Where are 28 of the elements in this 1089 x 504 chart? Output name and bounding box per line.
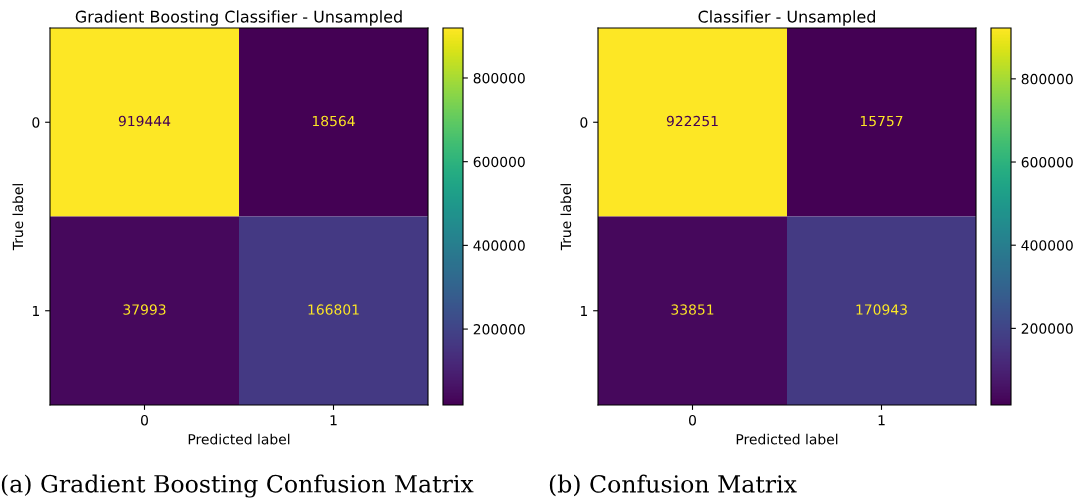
color-bar-label: 200000 (1021, 323, 1073, 334)
x-axis-title: Predicted label (736, 433, 838, 445)
text: (a) Gradient Boosting Confusion Matrix (1, 474, 474, 498)
data-label: 18564 (312, 115, 355, 127)
color-bar-label: 800000 (473, 72, 525, 84)
x-tick-label: 0 (689, 414, 696, 426)
text: (b) Confusion Matrix (549, 474, 797, 497)
color-bar-label: 600000 (473, 156, 525, 168)
data-label: 919444 (118, 115, 171, 127)
color-bar-label: 200000 (473, 324, 525, 335)
chart-title: Gradient Boosting Classifier - Unsampled (75, 10, 402, 26)
x-tick-label: 1 (330, 415, 337, 426)
data-label: 33851 (671, 304, 714, 315)
data-label: 170943 (856, 304, 907, 315)
chart-title: Classifier - Unsampled (698, 10, 875, 26)
y-axis-title: True label (560, 184, 572, 251)
x-tick-label: 1 (878, 415, 885, 426)
x-tick-label: 0 (141, 414, 148, 426)
color-bar-label: 600000 (1021, 156, 1073, 168)
data-label: 166801 (308, 304, 359, 315)
data-label: 922251 (666, 115, 718, 127)
y-axis-title: True label (12, 184, 24, 251)
x-axis-title: Predicted label (188, 433, 290, 445)
data-label: 15757 (860, 115, 903, 127)
color-bar-label: 400000 (1021, 240, 1073, 251)
data-label: 37993 (123, 304, 166, 315)
color-bar-label: 400000 (473, 240, 525, 251)
color-bar-label: 800000 (1021, 73, 1073, 85)
